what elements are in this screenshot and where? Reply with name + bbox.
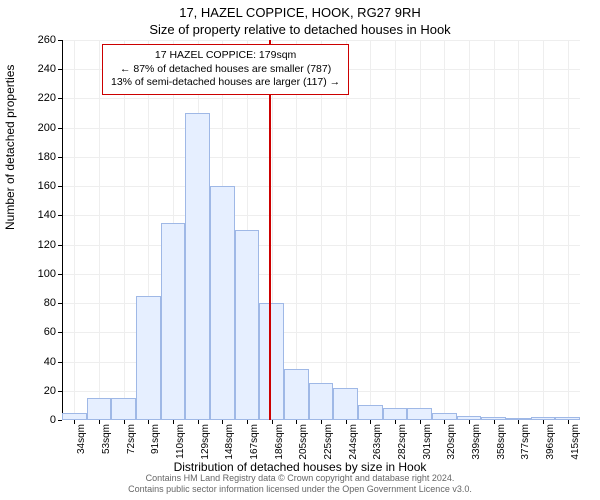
x-tick-mark [99, 420, 100, 424]
y-tick-label: 260 [28, 34, 56, 46]
bar [136, 296, 161, 420]
bar [259, 303, 284, 420]
x-tick-mark [198, 420, 199, 424]
y-tick-mark [58, 420, 62, 421]
bar [210, 186, 235, 420]
y-tick-label: 220 [28, 92, 56, 104]
bars-group [62, 40, 580, 420]
y-tick-label: 20 [28, 385, 56, 397]
chart-title-line2: Size of property relative to detached ho… [0, 22, 600, 37]
annotation-box: 17 HAZEL COPPICE: 179sqm← 87% of detache… [102, 44, 349, 95]
y-tick-label: 200 [28, 122, 56, 134]
bar [506, 418, 531, 420]
x-tick-mark [494, 420, 495, 424]
bar [531, 417, 556, 420]
y-tick-label: 240 [28, 63, 56, 75]
x-tick-mark [395, 420, 396, 424]
y-tick-label: 60 [28, 326, 56, 338]
x-tick-mark [173, 420, 174, 424]
bar [284, 369, 309, 420]
y-tick-label: 120 [28, 239, 56, 251]
footer-attribution: Contains HM Land Registry data © Crown c… [0, 473, 600, 496]
footer-line2: Contains public sector information licen… [0, 484, 600, 496]
y-tick-label: 80 [28, 297, 56, 309]
bar [87, 398, 112, 420]
y-tick-label: 40 [28, 356, 56, 368]
bar [555, 417, 580, 420]
annotation-line: ← 87% of detached houses are smaller (78… [111, 63, 340, 77]
y-tick-label: 100 [28, 268, 56, 280]
x-tick-mark [346, 420, 347, 424]
x-tick-mark [420, 420, 421, 424]
bar [309, 383, 334, 420]
bar [161, 223, 186, 420]
y-tick-label: 160 [28, 180, 56, 192]
bar [62, 413, 87, 420]
bar [235, 230, 260, 420]
y-axis-label: Number of detached properties [3, 65, 17, 230]
chart-title-line1: 17, HAZEL COPPICE, HOOK, RG27 9RH [0, 5, 600, 20]
plot-area: 020406080100120140160180200220240260 34s… [62, 40, 580, 420]
chart-container: 17, HAZEL COPPICE, HOOK, RG27 9RH Size o… [0, 0, 600, 500]
bar [457, 416, 482, 420]
x-tick-mark [124, 420, 125, 424]
x-tick-mark [543, 420, 544, 424]
marker-line [269, 40, 271, 420]
bar [358, 405, 383, 420]
bar [111, 398, 136, 420]
annotation-line: 17 HAZEL COPPICE: 179sqm [111, 49, 340, 63]
bar [383, 408, 408, 420]
y-tick-label: 140 [28, 209, 56, 221]
bar [185, 113, 210, 420]
bar [407, 408, 432, 420]
bar [432, 413, 457, 420]
x-tick-mark [247, 420, 248, 424]
bar [333, 388, 358, 420]
x-tick-mark [568, 420, 569, 424]
x-tick-mark [469, 420, 470, 424]
x-tick-mark [321, 420, 322, 424]
x-tick-mark [272, 420, 273, 424]
y-tick-label: 180 [28, 151, 56, 163]
bar [481, 417, 506, 420]
footer-line1: Contains HM Land Registry data © Crown c… [0, 473, 600, 485]
y-tick-label: 0 [28, 414, 56, 426]
annotation-line: 13% of semi-detached houses are larger (… [111, 76, 340, 90]
